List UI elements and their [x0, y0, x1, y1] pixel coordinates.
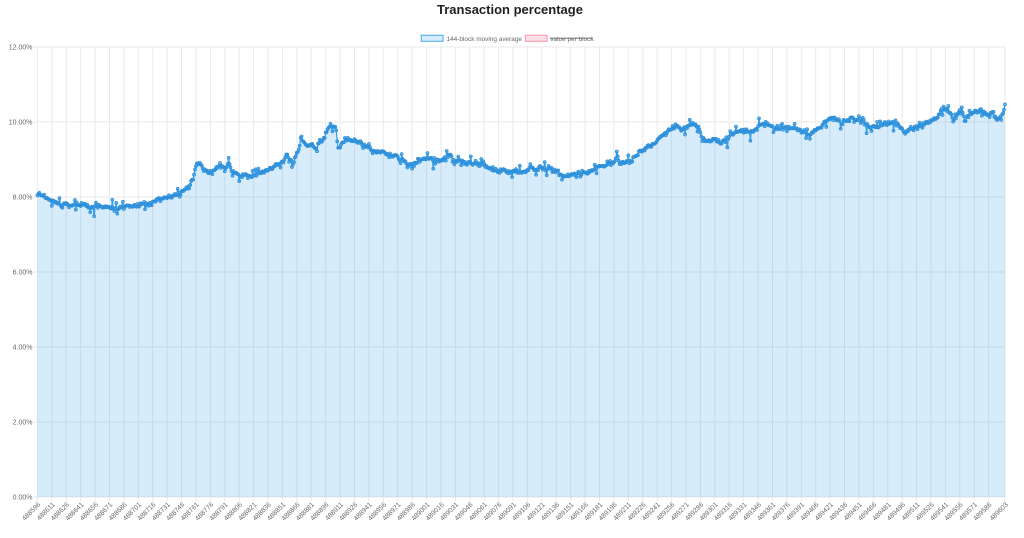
svg-text:Transaction percentage: Transaction percentage [437, 2, 583, 17]
svg-text:144-block moving average: 144-block moving average [447, 36, 523, 43]
svg-text:10.00%: 10.00% [9, 120, 33, 127]
svg-text:value per block: value per block [550, 36, 594, 43]
svg-text:6.00%: 6.00% [13, 270, 33, 277]
svg-text:4.00%: 4.00% [13, 345, 33, 352]
svg-text:0.00%: 0.00% [13, 495, 33, 502]
svg-text:2.00%: 2.00% [13, 420, 33, 427]
svg-text:12.00%: 12.00% [9, 45, 33, 52]
svg-text:8.00%: 8.00% [13, 195, 33, 202]
